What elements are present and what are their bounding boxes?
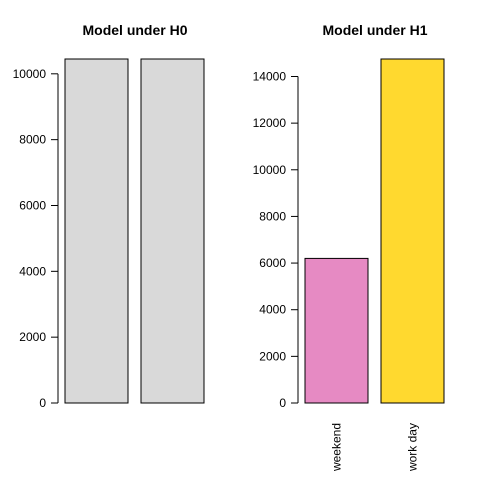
y-tick-label: 14000 — [253, 69, 287, 83]
bar-1 — [304, 257, 369, 404]
y-tick-label: 0 — [39, 396, 46, 410]
y-tick-label: 10000 — [13, 67, 47, 81]
x-tick-label: work day — [406, 423, 420, 472]
chart-title: Model under H1 — [322, 22, 427, 38]
y-tick-label: 2000 — [19, 330, 46, 344]
y-tick-label: 0 — [279, 396, 286, 410]
bar-1 — [64, 58, 129, 404]
y-tick-label: 6000 — [19, 198, 46, 212]
bar-2 — [140, 58, 205, 404]
y-tick-label: 4000 — [19, 264, 46, 278]
chart-panel-1: Model under H0 0 2000 4000 6000 8000 10000 — [13, 22, 205, 410]
bar-2 — [380, 58, 445, 404]
y-tick-label: 4000 — [259, 303, 286, 317]
chart-panel-2: Model under H1 weekend work day 0 2000 4000 60… — [253, 22, 445, 472]
y-tick-label: 8000 — [19, 133, 46, 147]
y-tick-label: 6000 — [259, 256, 286, 270]
chart-title: Model under H0 — [82, 22, 187, 38]
y-tick-label: 10000 — [253, 163, 287, 177]
y-tick-label: 12000 — [253, 116, 287, 130]
y-tick-label: 8000 — [259, 209, 286, 223]
x-tick-label: weekend — [330, 423, 344, 472]
y-tick-label: 2000 — [259, 349, 286, 363]
